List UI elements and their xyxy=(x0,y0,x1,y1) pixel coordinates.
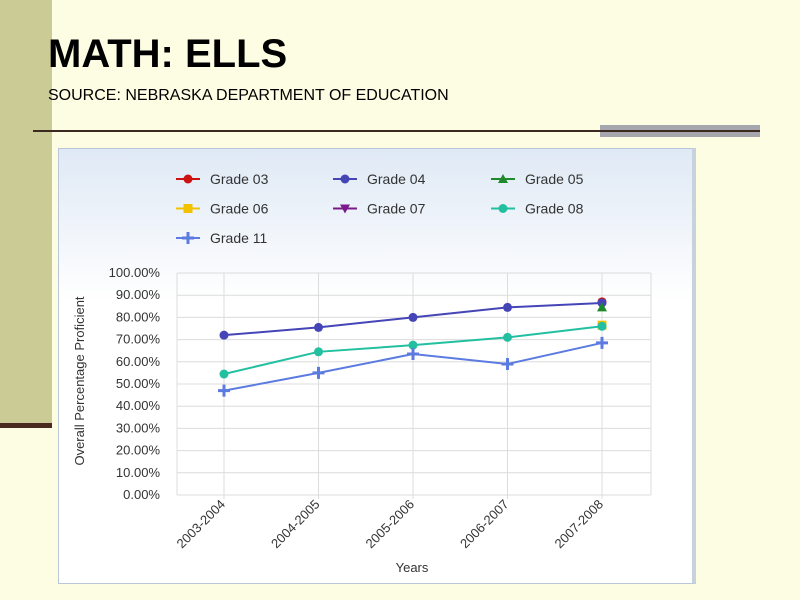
data-point-grade-11 xyxy=(312,366,325,379)
slide-subtitle: SOURCE: NEBRASKA DEPARTMENT OF EDUCATION xyxy=(48,87,449,104)
data-point-grade-05 xyxy=(597,302,607,312)
y-tick-label: 60.00% xyxy=(116,354,161,369)
y-tick-label: 10.00% xyxy=(116,465,161,480)
legend-label: Grade 04 xyxy=(367,171,426,187)
x-tick-label: 2003-2004 xyxy=(174,497,229,552)
x-axis-title: Years xyxy=(396,560,429,575)
legend-marker-grade-05 xyxy=(498,174,508,183)
y-tick-label: 70.00% xyxy=(116,332,161,347)
y-tick-label: 90.00% xyxy=(116,287,161,302)
data-point-grade-08 xyxy=(314,347,323,357)
chart-panel: Grade 03 Grade 04 Grade 05 Grade 06 Grade 07… xyxy=(58,148,696,584)
legend-label: Grade 03 xyxy=(210,171,269,187)
legend-item-grade-07: Grade 07 xyxy=(333,201,426,217)
legend-marker-grade-11 xyxy=(182,232,194,244)
data-point-grade-08 xyxy=(503,332,512,342)
slide-title: MATH: ELLS xyxy=(48,32,288,76)
data-point-grade-04 xyxy=(314,322,323,332)
legend-marker-grade-06 xyxy=(183,204,193,213)
data-point-grade-04 xyxy=(503,302,512,312)
slide-side-bar xyxy=(0,0,52,425)
data-point-grade-08 xyxy=(408,340,418,350)
legend-marker-grade-04 xyxy=(340,174,350,184)
legend-item-grade-05: Grade 05 xyxy=(491,171,584,187)
data-point-grade-11 xyxy=(501,358,514,371)
series-grade-05 xyxy=(597,302,607,312)
legend-label: Grade 11 xyxy=(210,230,268,246)
legend-label: Grade 06 xyxy=(210,201,269,217)
y-axis-ticks: 0.00% 10.00% 20.00% 30.00% 40.00% 50.00% 60.00… xyxy=(109,265,161,502)
legend-marker-grade-07 xyxy=(340,204,350,214)
title-rule-line-right xyxy=(600,130,760,132)
data-point-grade-11 xyxy=(407,348,419,361)
chart-legend: Grade 03 Grade 04 Grade 05 Grade 06 Grade 07… xyxy=(176,171,584,246)
legend-marker-grade-08 xyxy=(498,204,508,213)
legend-item-grade-03: Grade 03 xyxy=(176,171,269,187)
data-point-grade-08 xyxy=(597,321,607,331)
legend-marker-grade-03 xyxy=(183,174,193,184)
y-tick-label: 30.00% xyxy=(116,420,161,435)
y-tick-label: 50.00% xyxy=(116,376,161,391)
y-tick-label: 40.00% xyxy=(116,398,161,413)
x-tick-label: 2005-2006 xyxy=(363,497,418,552)
data-point-grade-08 xyxy=(219,369,229,379)
legend-item-grade-11: Grade 11 xyxy=(176,230,268,246)
chart-series xyxy=(218,297,608,397)
data-point-grade-11 xyxy=(218,384,230,397)
legend-item-grade-08: Grade 08 xyxy=(491,201,584,217)
y-tick-label: 20.00% xyxy=(116,443,161,458)
y-tick-label: 0.00% xyxy=(123,487,160,502)
title-rule-line xyxy=(33,130,601,132)
legend-label: Grade 07 xyxy=(367,201,426,217)
series-grade-04 xyxy=(219,298,607,340)
data-point-grade-11 xyxy=(596,336,608,349)
chart-grid xyxy=(176,272,652,499)
y-axis-title: Overall Percentage Proficient xyxy=(72,296,87,465)
series-grade-11 xyxy=(218,336,608,397)
legend-label: Grade 05 xyxy=(525,171,584,187)
y-tick-label: 80.00% xyxy=(116,309,161,324)
y-tick-label: 100.00% xyxy=(109,265,161,280)
slide-side-bar-cap xyxy=(0,423,52,428)
data-point-grade-04 xyxy=(408,312,418,322)
legend-item-grade-06: Grade 06 xyxy=(176,201,269,217)
legend-item-grade-04: Grade 04 xyxy=(333,171,426,187)
x-tick-label: 2004-2005 xyxy=(268,497,323,552)
line-chart: Grade 03 Grade 04 Grade 05 Grade 06 Grade 07… xyxy=(72,171,652,575)
x-tick-label: 2007-2008 xyxy=(552,497,607,552)
data-point-grade-04 xyxy=(219,330,229,340)
x-axis-ticks: 2003-2004 2004-2005 2005-2006 2006-2007 2007… xyxy=(174,497,607,552)
legend-label: Grade 08 xyxy=(525,201,584,217)
series-grade-08 xyxy=(219,321,607,379)
x-tick-label: 2006-2007 xyxy=(457,497,512,552)
